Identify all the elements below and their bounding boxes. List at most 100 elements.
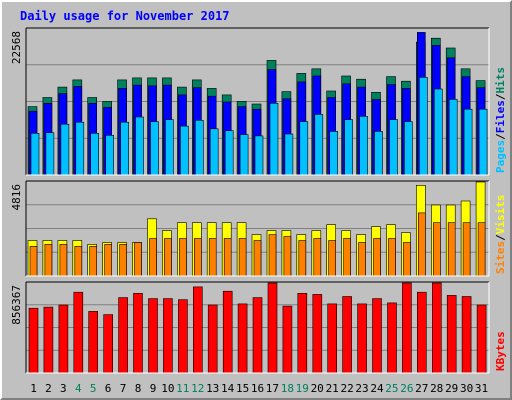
legend-kbytes: KBytes — [494, 331, 507, 371]
bar-pages-day-14 — [224, 130, 234, 176]
bar-kbytes-day-21 — [327, 303, 338, 374]
bar-pages-day-21 — [329, 131, 339, 176]
bar-kbytes-day-12 — [193, 286, 203, 374]
panel-max-label: 4816 — [10, 184, 23, 211]
bar-sites-day-16 — [253, 240, 262, 277]
bar-sites-day-27 — [417, 212, 426, 277]
bar-kbytes-day-9 — [148, 298, 158, 374]
bar-sites-day-9 — [149, 238, 157, 277]
bar-pages-day-8 — [135, 116, 144, 176]
bar-pages-day-22 — [344, 119, 353, 176]
bar-sites-day-28 — [432, 222, 441, 277]
day-label-6: 6 — [105, 382, 112, 395]
bar-sites-day-1 — [29, 246, 38, 277]
bar-kbytes-day-4 — [73, 291, 84, 374]
bar-pages-day-28 — [433, 88, 443, 176]
bar-sites-day-29 — [447, 222, 456, 277]
bar-pages-day-7 — [120, 121, 129, 176]
bar-sites-day-30 — [462, 222, 471, 277]
bar-sites-day-23 — [358, 242, 366, 277]
day-label-7: 7 — [120, 382, 127, 395]
bar-sites-day-10 — [164, 238, 172, 277]
bar-kbytes-day-18 — [282, 305, 293, 374]
bar-pages-day-23 — [359, 116, 368, 176]
day-label-13: 13 — [206, 382, 219, 395]
day-label-20: 20 — [311, 382, 324, 395]
bar-pages-day-30 — [463, 108, 473, 176]
bar-pages-day-16 — [254, 135, 264, 176]
chart-title: Daily usage for November 2017 — [20, 9, 230, 23]
bar-pages-day-6 — [105, 135, 114, 176]
day-label-14: 14 — [221, 382, 235, 395]
bar-pages-day-19 — [299, 121, 309, 176]
bar-kbytes-day-13 — [207, 304, 218, 374]
day-label-27: 27 — [415, 382, 428, 395]
bar-pages-day-4 — [75, 121, 85, 176]
bar-kbytes-day-17 — [267, 282, 278, 374]
day-label-3: 3 — [60, 382, 67, 395]
bar-sites-day-6 — [104, 244, 112, 277]
day-label-15: 15 — [236, 382, 249, 395]
day-label-18: 18 — [281, 382, 294, 395]
bar-pages-day-5 — [90, 133, 99, 176]
bar-sites-day-26 — [403, 242, 411, 277]
bar-kbytes-day-20 — [312, 294, 323, 374]
bar-pages-day-3 — [60, 123, 70, 176]
bar-pages-day-20 — [314, 114, 324, 176]
bar-pages-day-25 — [389, 119, 398, 176]
day-label-8: 8 — [135, 382, 142, 395]
bar-kbytes-day-28 — [431, 282, 442, 374]
bar-kbytes-day-27 — [416, 291, 427, 374]
bar-kbytes-day-24 — [372, 298, 382, 374]
bar-kbytes-day-6 — [103, 314, 113, 374]
bar-sites-day-4 — [74, 246, 83, 277]
bar-sites-day-13 — [208, 238, 217, 277]
bar-sites-day-12 — [194, 238, 202, 277]
bar-sites-day-3 — [59, 244, 68, 277]
bar-kbytes-day-7 — [118, 297, 128, 374]
bar-sites-day-19 — [298, 240, 307, 277]
legend-visits: Visits — [494, 195, 507, 235]
bar-kbytes-day-8 — [133, 292, 143, 374]
bar-kbytes-day-30 — [461, 296, 472, 374]
legend-files: Files — [494, 100, 507, 133]
bar-pages-day-15 — [239, 134, 249, 176]
bar-sites-day-11 — [179, 238, 187, 277]
bar-sites-day-14 — [223, 238, 232, 277]
day-label-12: 12 — [191, 382, 204, 395]
panel-kbytes: 856367 KBytes — [10, 281, 507, 374]
day-label-10: 10 — [161, 382, 174, 395]
bar-kbytes-day-10 — [163, 298, 173, 374]
bar-pages-day-27 — [418, 77, 428, 176]
bar-kbytes-day-11 — [178, 299, 188, 374]
bar-sites-day-8 — [134, 242, 142, 277]
bar-sites-day-15 — [238, 238, 247, 277]
bar-sites-day-22 — [343, 238, 351, 277]
legend-pages: Pages — [494, 140, 507, 173]
bar-kbytes-day-16 — [252, 297, 263, 374]
panel-visits_sites: 4816 Sites/Visits — [10, 180, 507, 277]
bar-pages-day-11 — [180, 125, 189, 176]
bar-kbytes-day-29 — [446, 295, 457, 374]
bar-pages-day-31 — [478, 108, 488, 176]
bar-kbytes-day-23 — [357, 303, 367, 374]
bar-sites-day-5 — [89, 246, 97, 277]
bar-pages-day-18 — [284, 133, 294, 176]
bar-pages-day-26 — [404, 121, 413, 176]
bar-kbytes-day-22 — [342, 296, 352, 374]
bar-sites-day-25 — [388, 238, 396, 277]
bar-sites-day-2 — [44, 244, 53, 277]
panel-max-label: 856367 — [10, 285, 23, 325]
panel-legend: KBytes — [494, 331, 507, 371]
bar-pages-day-12 — [195, 120, 204, 176]
bar-kbytes-day-15 — [237, 303, 248, 374]
panel-legend: Sites/Visits — [494, 195, 507, 275]
bar-pages-day-24 — [374, 131, 383, 176]
bar-kbytes-day-26 — [402, 282, 412, 374]
panel-legend: Pages/Files/Hits — [494, 67, 507, 173]
bar-sites-day-31 — [477, 222, 486, 277]
legend-sites: Sites — [494, 241, 507, 274]
day-label-2: 2 — [45, 382, 52, 395]
day-label-28: 28 — [430, 382, 443, 395]
